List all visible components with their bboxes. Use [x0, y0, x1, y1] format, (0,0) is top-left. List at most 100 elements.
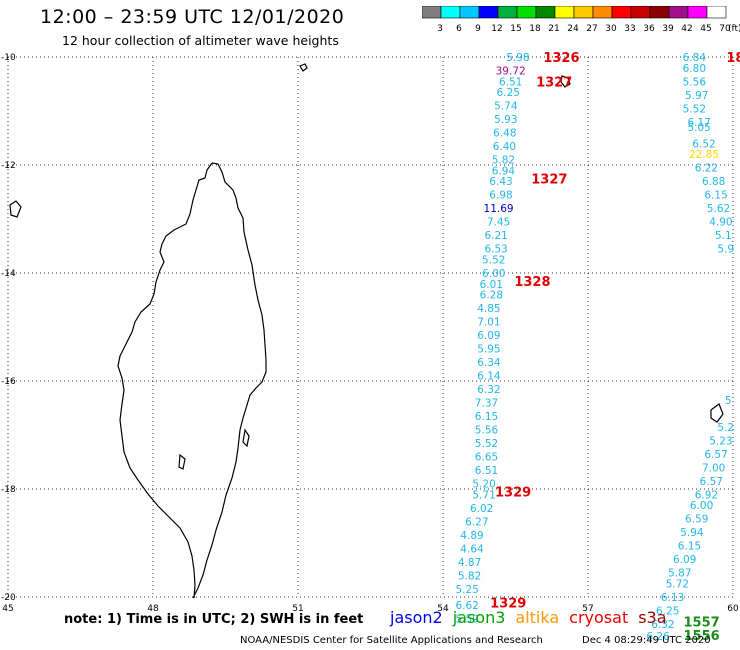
wave-height-label: 6.32: [651, 619, 674, 631]
wave-height-label: 6.88: [702, 176, 725, 188]
scale-swatch: [706, 6, 727, 19]
wave-height-label: 5.87: [668, 568, 691, 580]
lon-label: 45: [2, 604, 13, 614]
wave-height-label: 6.25: [656, 606, 679, 618]
lat-label: -16: [1, 377, 16, 387]
wave-height-label: 5.05: [687, 122, 710, 134]
satellite-altika: altika: [515, 608, 560, 627]
wave-height-label: 5.74: [494, 101, 518, 113]
lat-label: -18: [1, 485, 16, 495]
wave-height-label: 5.62: [707, 203, 730, 215]
wave-height-label: 6.62: [455, 600, 478, 612]
scale-tick-label: 33: [624, 24, 635, 34]
scale-tick-label: 12: [491, 24, 502, 34]
wave-height-label: 5.23: [709, 435, 732, 447]
scale-tick-label: 36: [643, 24, 655, 34]
wave-height-label: 6.48: [493, 128, 516, 140]
pass-time-label: 1329: [495, 486, 531, 501]
scale-tick-label: 24: [567, 24, 579, 34]
wave-height-label: 6.53: [484, 244, 507, 256]
wave-height-label: 4.85: [477, 303, 500, 315]
wave-height-label: 7.00: [702, 462, 725, 474]
wave-height-label: 5.52: [482, 255, 505, 267]
wave-height-label: 6.57: [700, 476, 723, 488]
lon-label: 54: [437, 604, 449, 614]
wave-height-label: 6.21: [484, 230, 507, 242]
wave-height-label: 5.25: [455, 584, 478, 596]
wave-height-label: 4.90: [709, 217, 732, 229]
wave-height-label: 4.89: [460, 530, 483, 542]
lon-label: 51: [292, 604, 303, 614]
wave-height-label: 6.94: [492, 165, 516, 177]
wave-height-label: 6.22: [695, 163, 718, 175]
wave-height-label: 7.37: [475, 398, 498, 410]
wave-height-label: 5.59: [455, 614, 478, 626]
wave-height-label: 5.20: [472, 479, 495, 491]
wave-height-label: 6.80: [683, 63, 706, 75]
scale-tick-label: 3: [437, 24, 443, 34]
wave-height-label: 39.72: [496, 66, 526, 78]
wave-height-label: 6.40: [493, 141, 516, 153]
pass-time-label: 1329: [490, 596, 526, 611]
wave-height-label: 6.51: [475, 465, 498, 477]
wave-height-label: 7.45: [487, 217, 510, 229]
wave-height-label: 6.51: [499, 76, 522, 88]
wave-height-label: 7.01: [477, 317, 500, 329]
wave-height-label: 6.15: [704, 190, 727, 202]
wave-height-label: 6.25: [497, 87, 520, 99]
wave-height-label: 22.85: [689, 149, 719, 161]
wave-height-label: 6.02: [470, 503, 493, 515]
wave-height-label: 6.17: [687, 117, 710, 129]
wave-height-label: 6.00: [482, 268, 505, 280]
lat-label: -20: [1, 593, 16, 603]
wave-height-label: 4.64: [460, 543, 484, 555]
wave-height-tracks: 5.9839.726.516.255.745.936.486.405.826.9…: [455, 52, 734, 643]
pass-time-label: 1326: [543, 51, 579, 66]
axis-labels: 45 48 51 54 57 60 -10 -12 -14 -16 -18 -20: [1, 53, 739, 614]
scale-tick-label: 21: [548, 24, 559, 34]
scale-tick-label: 6: [456, 24, 462, 34]
wave-height-label: 5.97: [685, 90, 708, 102]
wave-height-label: 4.87: [458, 557, 481, 569]
wave-height-label: 5.56: [475, 425, 499, 437]
pass-time-label: 1327: [531, 173, 567, 188]
wave-height-label: 5.82: [458, 570, 481, 582]
map-title: 12:00 – 23:59 UTC 12/01/2020: [40, 6, 345, 28]
wave-height-label: 5.93: [494, 114, 517, 126]
satellite-jason2: jason2: [390, 608, 443, 627]
wave-height-label: 5.56: [683, 76, 707, 88]
scale-unit-label: (ft): [728, 24, 740, 34]
madagascar-coast-path: [117, 162, 267, 599]
track-track-a: 5.9839.726.516.255.745.936.486.405.826.9…: [455, 52, 529, 626]
wave-height-label: 11.69: [484, 203, 514, 215]
satellite-cryosat: cryosat: [569, 608, 629, 627]
wave-height-label: 6.15: [678, 541, 701, 553]
lon-label: 57: [582, 604, 593, 614]
pass-time-label: 1557: [683, 615, 719, 630]
wave-height-label: 5.72: [666, 579, 689, 591]
credit-text: NOAA/NESDIS Center for Satellite Applica…: [240, 635, 543, 646]
satellite-s3a: s3a: [638, 608, 667, 627]
island-comoros-path: [9, 63, 571, 218]
wave-height-label: 6.26: [646, 631, 670, 643]
timestamp-text: Dec 4 08:29:49 UTC 2020: [582, 635, 711, 646]
wave-height-label: 6.98: [489, 190, 512, 202]
footer-note: note: 1) Time is in UTC; 2) SWH is in fe…: [64, 612, 364, 627]
lat-lon-grid: [7, 56, 734, 598]
madagascar-coastline: [9, 63, 724, 599]
wave-height-label: 5.52: [683, 103, 706, 115]
wave-height-label: 5.71: [472, 489, 495, 501]
wave-height-label: 6.65: [475, 452, 498, 464]
wave-height-label: 6.09: [673, 554, 696, 566]
satellite-legend: jason2 jason3 altika cryosat s3a: [390, 608, 677, 627]
scale-tick-label: 42: [681, 24, 692, 34]
island-mauritius-path: [178, 403, 724, 470]
lat-label: -14: [1, 269, 16, 279]
scale-tick-label: 15: [510, 24, 521, 34]
wave-height-label: 6.92: [695, 489, 718, 501]
lon-label: 48: [147, 604, 159, 614]
wave-height-label: 6.28: [480, 290, 503, 302]
